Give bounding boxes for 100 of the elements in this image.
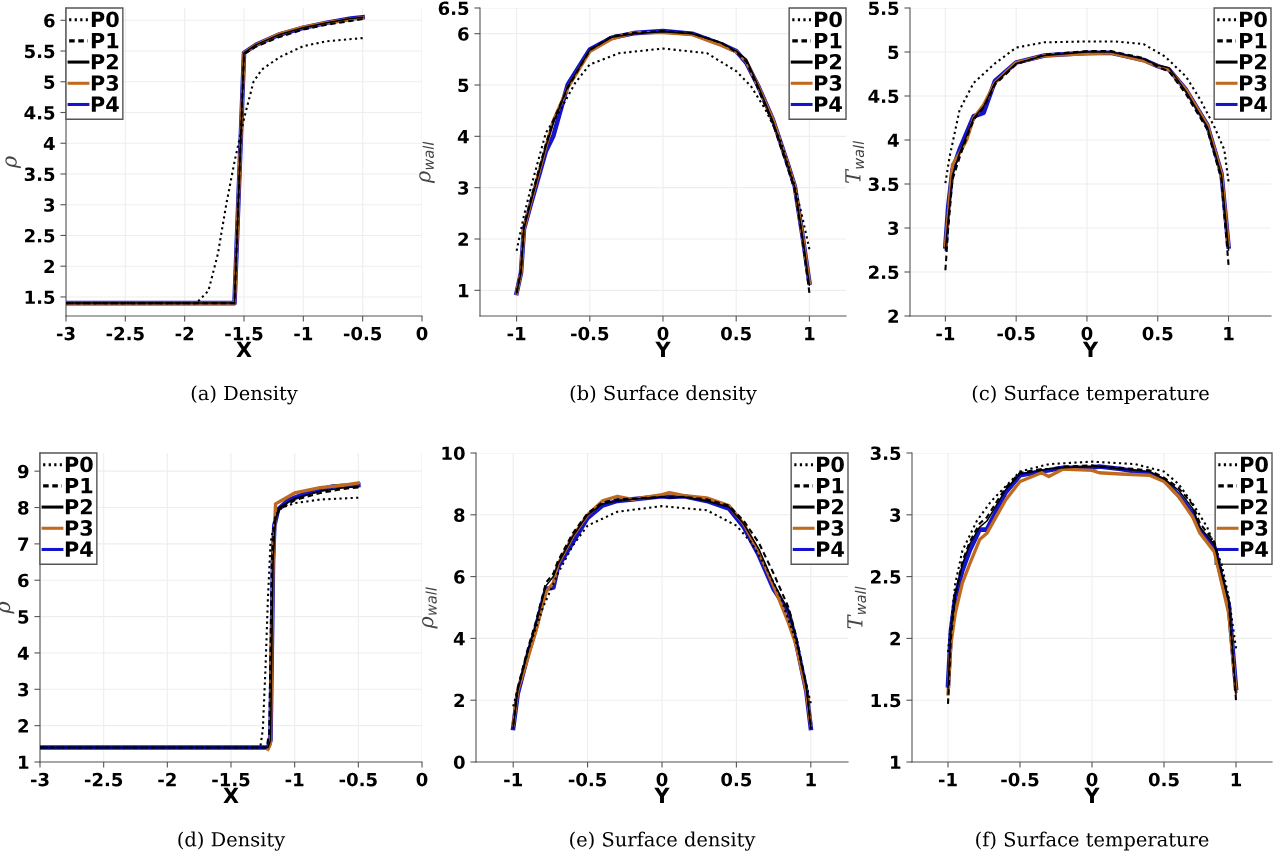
x-axis-title: Y [655, 341, 671, 357]
y-tick-label: 1 [891, 755, 901, 769]
legend-label: P3 [1240, 75, 1267, 91]
y-tick-label: 1 [459, 284, 469, 298]
x-tick-label: -1.5 [212, 772, 250, 787]
y-tick-label: 9 [17, 464, 29, 479]
y-tick-label: 7 [18, 537, 29, 551]
y-tick-label: 2.5 [869, 265, 899, 280]
x-tick-label: 0 [416, 772, 428, 787]
x-tick-label: 0 [656, 772, 668, 787]
y-tick-label: 4.5 [868, 89, 899, 104]
text: (a) Density [191, 385, 298, 405]
text: (d) Density [178, 831, 286, 851]
y-tick-label: 2 [454, 693, 465, 708]
y-tick-label: 2 [458, 232, 469, 246]
legend-label: P3 [817, 520, 844, 536]
x-tick-label: -1 [285, 772, 304, 787]
y-tick-label: 6 [458, 27, 469, 41]
x-tick-label: 0.5 [721, 326, 751, 341]
x-tick-label: -1 [504, 772, 522, 787]
y-tick-label: 3.5 [24, 167, 55, 182]
text: (b) Surface density [570, 385, 757, 405]
y-tick-label: 2 [890, 631, 901, 646]
y-tick-label: 8 [454, 508, 465, 522]
legend-label: P4 [91, 96, 119, 112]
x-tick-label: 1 [1231, 772, 1242, 787]
text: (e) Surface density [570, 831, 756, 851]
x-tick-label: 0.5 [721, 772, 752, 787]
text: (f) Surface temperature [976, 831, 1209, 851]
x-axis-title: Y [1082, 341, 1099, 357]
legend-label: P0 [1241, 456, 1268, 473]
legend-label: P0 [1240, 11, 1267, 28]
y-tick-label: 5 [458, 78, 469, 93]
x-tick-label: -1 [938, 772, 957, 787]
y-tick-label: 4 [457, 130, 469, 144]
legend-label: P3 [91, 75, 119, 91]
legend-label: P1 [1240, 32, 1267, 49]
x-axis-title: X [223, 787, 239, 803]
y-tick-label: 4 [453, 632, 465, 646]
y-axis-title: ρ$_{wall}$ [422, 587, 438, 629]
y-tick-label: 2 [44, 259, 55, 274]
x-tick-label: 0 [416, 326, 428, 341]
x-tick-label: -0.5 [568, 772, 607, 787]
x-tick-label: 1 [1224, 326, 1234, 341]
y-tick-label: 4 [17, 646, 29, 660]
legend-label: P1 [815, 32, 842, 49]
x-tick-label: -1 [507, 326, 526, 341]
y-tick-label: 3 [44, 198, 55, 212]
legend-label: P2 [1241, 498, 1268, 515]
y-tick-label: 3.5 [870, 446, 901, 461]
x-axis-title: Y [654, 787, 670, 803]
legend-label: P0 [817, 456, 844, 473]
x-tick-label: -3 [30, 772, 49, 787]
x-tick-label: -0.5 [339, 772, 377, 787]
legend-label: P3 [1241, 520, 1268, 536]
legend-label: P0 [815, 11, 842, 28]
y-tick-label: 10 [442, 446, 465, 461]
y-tick-label: 3 [888, 221, 899, 236]
legend-label: P2 [65, 498, 92, 515]
y-tick-label: 5.5 [24, 44, 55, 59]
legend-label: P4 [817, 541, 844, 557]
y-tick-label: 3 [890, 508, 901, 522]
y-tick-label: 8 [18, 500, 29, 515]
y-tick-label: 3 [458, 181, 469, 195]
x-tick-label: 0 [1081, 326, 1093, 341]
x-tick-label: -2 [175, 326, 194, 341]
y-tick-label: 2.5 [25, 228, 55, 243]
y-tick-label: 4 [43, 136, 55, 151]
x-tick-label: 0.5 [1142, 326, 1173, 341]
y-tick-label: 4.5 [24, 106, 55, 120]
x-tick-label: -0.5 [997, 326, 1035, 341]
x-tick-label: 0 [657, 326, 669, 341]
y-tick-label: 2 [888, 309, 899, 323]
text: (c) Surface temperature [972, 385, 1209, 405]
y-tick-label: 5 [18, 610, 29, 624]
y-axis-title: ρ$_{wall}$ [419, 141, 435, 184]
y-tick-label: 6.5 [438, 1, 469, 16]
y-tick-label: 4 [887, 133, 899, 147]
legend-label: P1 [817, 477, 844, 494]
y-tick-label: 2 [18, 719, 29, 733]
y-tick-label: 2.5 [871, 570, 901, 584]
legend-label: P3 [65, 520, 93, 536]
y-tick-label: 3 [18, 682, 29, 697]
x-tick-label: 0.5 [1148, 772, 1179, 787]
legend-label: P4 [1241, 541, 1268, 557]
x-tick-label: 1 [805, 326, 815, 341]
x-tick-label: -1 [294, 326, 313, 341]
x-tick-label: -1.5 [225, 326, 263, 341]
y-tick-label: 1 [19, 755, 29, 769]
legend-label: P3 [815, 75, 842, 91]
x-tick-label: -0.5 [571, 326, 609, 341]
y-tick-label: 3.5 [868, 177, 899, 192]
x-axis-title: X [236, 341, 252, 357]
x-tick-label: -1 [936, 326, 955, 341]
x-tick-label: -0.5 [1001, 772, 1039, 787]
x-tick-label: 1 [806, 772, 816, 787]
legend-label: P1 [65, 477, 93, 494]
legend-label: P0 [65, 456, 93, 473]
y-axis-title: T$_{wall}$ [847, 586, 867, 629]
y-tick-label: 6 [454, 570, 465, 584]
